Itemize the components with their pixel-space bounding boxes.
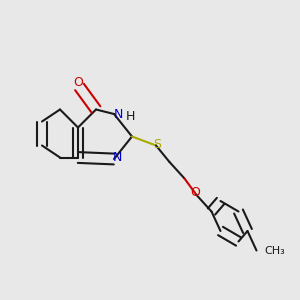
Text: O: O bbox=[190, 185, 200, 199]
Text: N: N bbox=[112, 151, 122, 164]
Text: N: N bbox=[114, 107, 123, 121]
Text: H: H bbox=[126, 110, 135, 124]
Text: O: O bbox=[73, 76, 83, 89]
Text: S: S bbox=[154, 137, 161, 151]
Text: CH₃: CH₃ bbox=[264, 245, 285, 256]
